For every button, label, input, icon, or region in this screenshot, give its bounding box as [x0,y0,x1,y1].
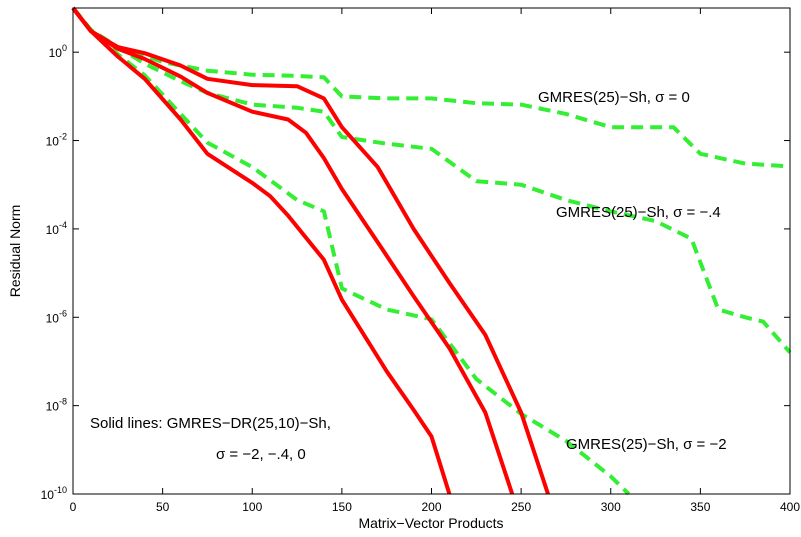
x-tick-label: 0 [70,500,77,514]
annotation-solid-sigmas: σ = −2, −.4, 0 [216,446,306,463]
x-tick-label: 300 [601,500,621,514]
x-tick-label: 350 [690,500,710,514]
y-tick-label: 10-8 [46,397,67,414]
y-axis-label: Residual Norm [7,205,23,298]
x-tick-label: 100 [242,500,262,514]
x-tick-label: 150 [332,500,352,514]
annotation-solid-lines: Solid lines: GMRES−DR(25,10)−Sh, [90,415,331,432]
x-tick-label: 200 [421,500,441,514]
y-tick-label: 10-10 [41,485,67,502]
x-axis-label: Matrix−Vector Products [358,515,503,531]
y-tick-label: 10-4 [46,220,67,237]
annotation-gmres-sigma-04: GMRES(25)−Sh, σ = −.4 [556,204,721,221]
x-tick-label: 250 [511,500,531,514]
annotation-gmres-sigma-0: GMRES(25)−Sh, σ = 0 [538,89,690,106]
x-tick-label: 50 [156,500,170,514]
y-tick-label: 100 [49,43,67,60]
annotation-gmres-sigma-2: GMRES(25)−Sh, σ = −2 [566,436,727,453]
y-tick-label: 10-6 [46,308,67,325]
x-tick-label: 400 [780,500,800,514]
y-tick-label: 10-2 [46,132,67,149]
